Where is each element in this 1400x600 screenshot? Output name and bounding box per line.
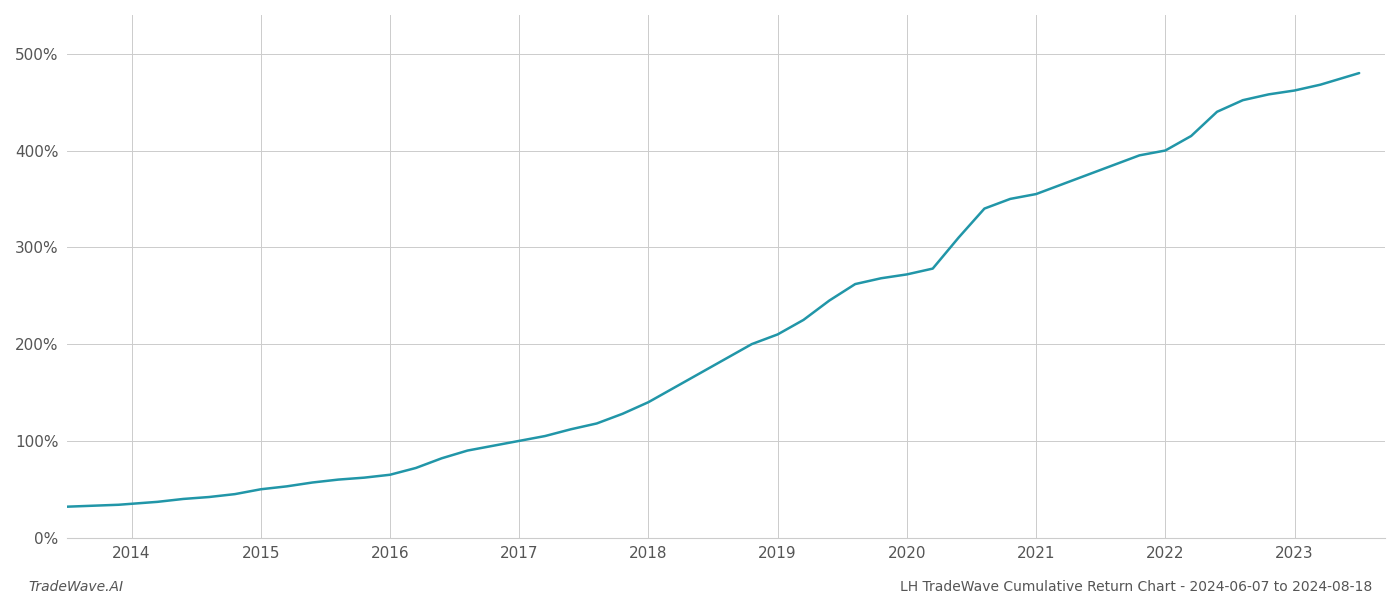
Text: LH TradeWave Cumulative Return Chart - 2024-06-07 to 2024-08-18: LH TradeWave Cumulative Return Chart - 2… <box>900 580 1372 594</box>
Text: TradeWave.AI: TradeWave.AI <box>28 580 123 594</box>
